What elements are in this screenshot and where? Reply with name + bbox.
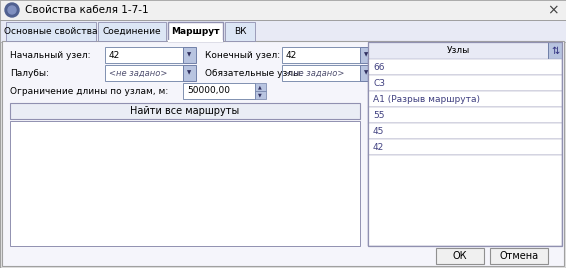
Text: ▼: ▼ xyxy=(258,92,262,98)
Text: 50000,00: 50000,00 xyxy=(187,87,230,95)
Bar xyxy=(368,123,562,139)
Text: ВК: ВК xyxy=(234,27,246,36)
Text: Основные свойства: Основные свойства xyxy=(5,27,98,36)
Text: Узлы: Узлы xyxy=(447,46,470,55)
Text: Ограничение длины по узлам, м:: Ограничение длины по узлам, м: xyxy=(10,87,168,95)
Bar xyxy=(490,248,548,264)
Text: 66: 66 xyxy=(373,62,384,72)
Text: 42: 42 xyxy=(373,143,384,151)
Bar xyxy=(10,121,360,246)
Text: ОК: ОК xyxy=(453,251,468,261)
Bar xyxy=(368,59,562,75)
Text: ▲: ▲ xyxy=(258,84,262,90)
Bar xyxy=(282,47,360,63)
Text: Обязательные узлы:: Обязательные узлы: xyxy=(205,69,303,77)
Text: 42: 42 xyxy=(109,50,120,59)
Bar xyxy=(368,91,562,107)
Bar xyxy=(436,248,484,264)
Bar xyxy=(183,83,255,99)
Bar xyxy=(360,47,373,63)
Bar xyxy=(368,107,562,123)
Bar xyxy=(255,83,266,91)
Text: Соединение: Соединение xyxy=(102,27,161,36)
Bar xyxy=(548,42,562,59)
Text: ▼: ▼ xyxy=(364,53,368,58)
Text: Найти все маршруты: Найти все маршруты xyxy=(130,106,239,116)
Text: Палубы:: Палубы: xyxy=(10,69,49,77)
Bar xyxy=(168,22,223,41)
Bar xyxy=(6,22,96,41)
Bar xyxy=(183,65,196,81)
Bar xyxy=(0,20,566,42)
Bar xyxy=(360,65,373,81)
Bar xyxy=(225,22,255,41)
Text: С3: С3 xyxy=(373,79,385,87)
Text: Маршрут: Маршрут xyxy=(171,27,220,36)
Bar xyxy=(368,139,562,155)
Text: 42: 42 xyxy=(286,50,297,59)
Text: ▼: ▼ xyxy=(364,70,368,76)
Bar xyxy=(368,42,562,246)
Text: ⇅: ⇅ xyxy=(551,46,559,55)
Text: 55: 55 xyxy=(373,110,384,120)
Text: Конечный узел:: Конечный узел: xyxy=(205,50,280,59)
Text: ▼: ▼ xyxy=(187,53,191,58)
Bar xyxy=(183,47,196,63)
Text: Свойства кабеля 1-7-1: Свойства кабеля 1-7-1 xyxy=(25,5,149,15)
Bar xyxy=(255,91,266,99)
Bar xyxy=(98,22,166,41)
Circle shape xyxy=(5,3,19,17)
Text: Начальный узел:: Начальный узел: xyxy=(10,50,91,59)
Bar xyxy=(368,42,548,59)
Text: <не задано>: <не задано> xyxy=(109,69,168,77)
Text: Отмена: Отмена xyxy=(499,251,539,261)
Text: ▼: ▼ xyxy=(187,70,191,76)
Bar xyxy=(282,65,360,81)
Text: ×: × xyxy=(547,3,559,17)
Text: <не задано>: <не задано> xyxy=(286,69,344,77)
Bar xyxy=(105,47,183,63)
Bar xyxy=(2,41,564,266)
Bar xyxy=(105,65,183,81)
Text: А1 (Разрыв маршрута): А1 (Разрыв маршрута) xyxy=(373,95,480,103)
Bar xyxy=(10,103,360,119)
Text: 45: 45 xyxy=(373,126,384,136)
Bar xyxy=(0,0,566,20)
Bar xyxy=(368,75,562,91)
Bar xyxy=(368,155,562,246)
Circle shape xyxy=(8,6,16,14)
